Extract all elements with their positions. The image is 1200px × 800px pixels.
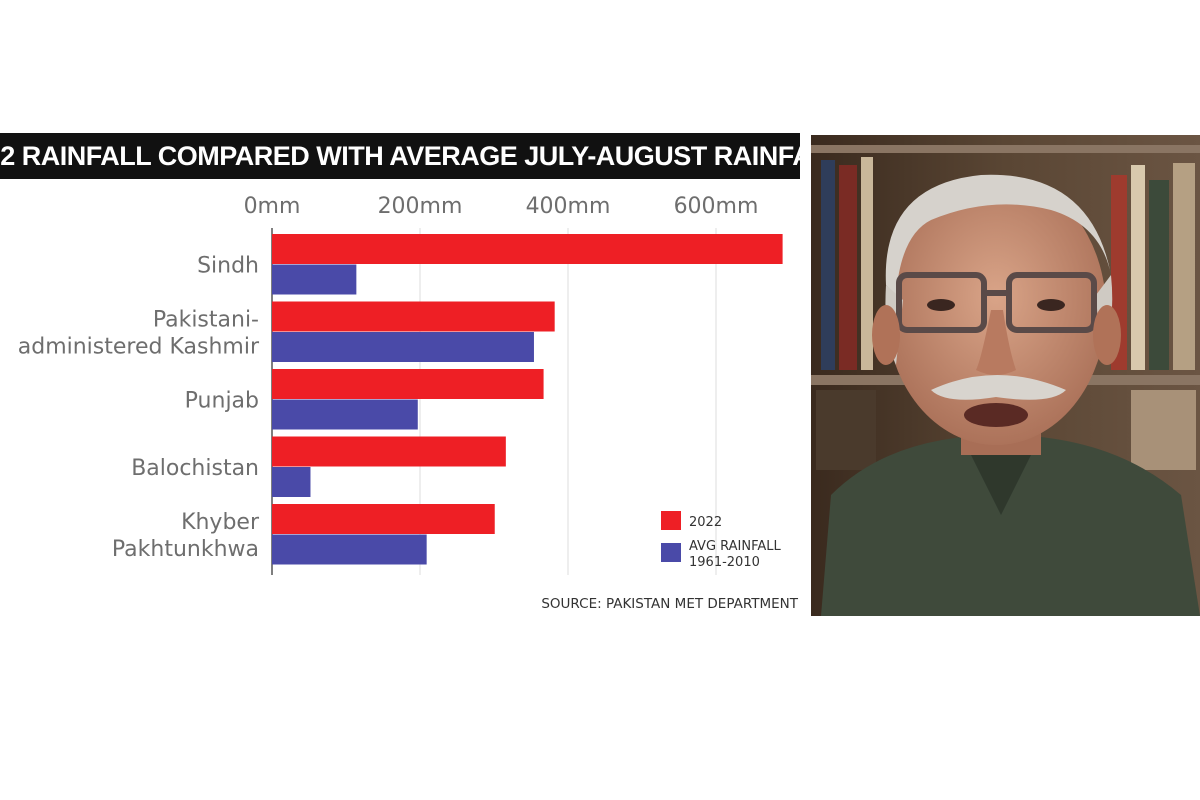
source-note: SOURCE: PAKISTAN MET DEPARTMENT [541, 596, 798, 612]
category-label: Pakistani- [153, 308, 259, 333]
bar-2022 [272, 234, 783, 264]
bar-avg [272, 399, 418, 430]
legend-label-avg: AVG RAINFALL [689, 539, 782, 554]
bar-2022 [272, 369, 544, 399]
x-tick-labels: 0mm 200mm 400mm 600mm [244, 194, 759, 219]
category-labels: Sindh Pakistani-administered Kashmir Punja… [18, 254, 260, 563]
bar-avg [272, 467, 311, 497]
x-tick-label: 600mm [674, 194, 759, 219]
legend-swatch-2022 [661, 511, 681, 530]
category-label: Pakhtunkhwa [112, 537, 259, 562]
bar-2022 [272, 504, 495, 534]
category-label: Punjab [185, 389, 259, 414]
portrait-photo [811, 135, 1200, 616]
category-label: Khyber [181, 510, 260, 535]
legend-label-2022: 2022 [689, 515, 722, 530]
bar-avg [272, 534, 427, 565]
chart-panel: 0mm 200mm 400mm 600mm Sindh Pakistani-admini… [0, 133, 844, 616]
x-tick-label: 0mm [244, 194, 301, 219]
legend-swatch-avg [661, 543, 681, 562]
bar-2022 [272, 436, 506, 467]
category-label: Sindh [197, 254, 259, 279]
chart-title: 2022 RAINFALL COMPARED WITH AVERAGE JULY… [0, 140, 844, 171]
bar-2022 [272, 301, 555, 332]
man-portrait-photo-icon [811, 135, 1200, 616]
category-label: administered Kashmir [18, 335, 260, 360]
category-label: Balochistan [131, 456, 259, 481]
legend-label-avg: 1961-2010 [689, 555, 760, 570]
bar-avg [272, 332, 534, 362]
x-tick-label: 200mm [378, 194, 463, 219]
bars [272, 234, 783, 565]
x-tick-label: 400mm [526, 194, 611, 219]
bar-avg [272, 264, 357, 295]
bar-chart: 0mm 200mm 400mm 600mm Sindh Pakistani-admini… [18, 194, 799, 612]
title-bar: 2022 RAINFALL COMPARED WITH AVERAGE JULY… [0, 133, 844, 179]
